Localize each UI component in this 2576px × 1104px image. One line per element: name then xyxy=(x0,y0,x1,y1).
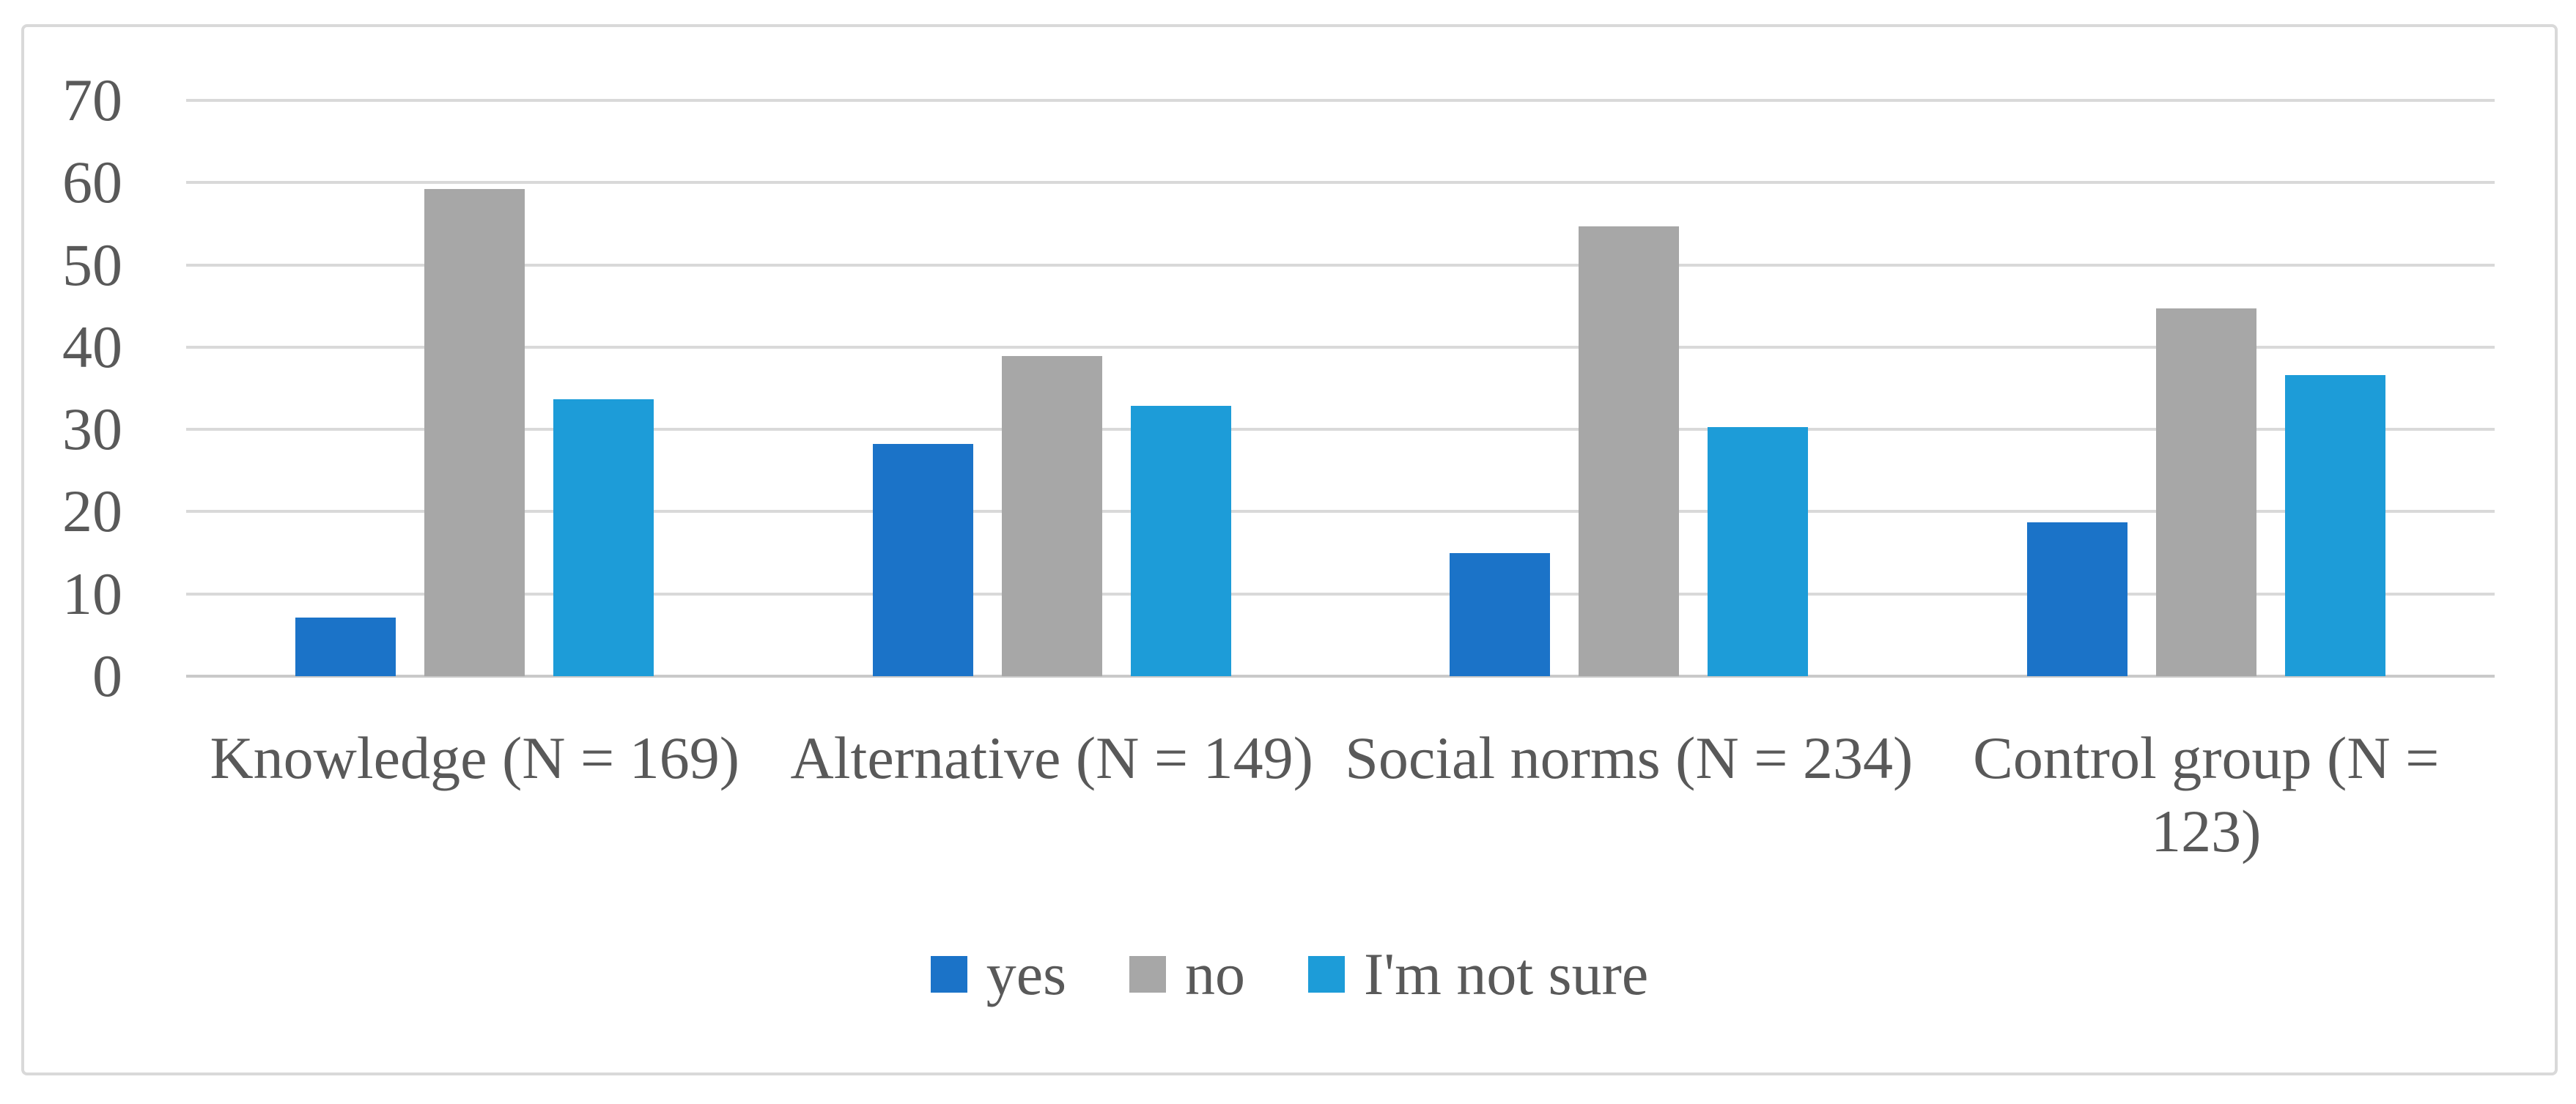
bar-control-group-i-m-not-sure xyxy=(2284,375,2385,676)
bar-control-group-no xyxy=(2155,308,2256,676)
legend-label-no: no xyxy=(1185,941,1246,1007)
y-tick-label-50: 50 xyxy=(62,231,122,298)
bar-control-group-yes xyxy=(2026,522,2127,676)
legend-item-no: no xyxy=(1129,944,1245,1004)
gridline-60 xyxy=(186,181,2495,185)
bar-alternative-yes xyxy=(872,444,973,676)
bar-knowledge-no xyxy=(424,189,525,676)
gridline-20 xyxy=(186,510,2495,514)
bar-alternative-i-m-not-sure xyxy=(1130,405,1231,676)
bar-knowledge-yes xyxy=(295,618,396,676)
legend-swatch-i-m-not-sure xyxy=(1308,956,1346,993)
gridline-40 xyxy=(186,345,2495,349)
bar-knowledge-i-m-not-sure xyxy=(553,399,654,676)
x-label-alternative: Alternative (N = 149) xyxy=(790,725,1313,791)
legend-swatch-no xyxy=(1129,956,1167,993)
legend-label-i-m-not-sure: I'm not sure xyxy=(1364,941,1649,1007)
bar-alternative-no xyxy=(1001,356,1102,676)
gridline-70 xyxy=(186,99,2495,102)
chart-legend: yes no I'm not sure xyxy=(24,944,2555,1004)
legend-swatch-yes xyxy=(930,956,967,993)
gridline-10 xyxy=(186,592,2495,596)
bar-social-norms-i-m-not-sure xyxy=(1708,426,1809,676)
x-label-social-norms: Social norms (N = 234) xyxy=(1345,725,1913,791)
x-label-control-group: Control group (N = 123) xyxy=(1973,725,2440,865)
gridline-30 xyxy=(186,428,2495,431)
gridline-50 xyxy=(186,263,2495,267)
y-tick-label-10: 10 xyxy=(62,560,122,627)
legend-label-yes: yes xyxy=(986,941,1067,1007)
y-tick-label-40: 40 xyxy=(62,313,122,380)
y-tick-label-30: 30 xyxy=(62,396,122,463)
y-tick-label-20: 20 xyxy=(62,478,122,545)
x-label-knowledge: Knowledge (N = 169) xyxy=(210,725,740,791)
x-axis-line xyxy=(186,675,2495,678)
bar-social-norms-no xyxy=(1579,226,1680,676)
bar-social-norms-yes xyxy=(1450,552,1551,676)
y-tick-label-60: 60 xyxy=(62,149,122,216)
y-tick-label-0: 0 xyxy=(92,642,122,709)
legend-item-yes: yes xyxy=(930,941,1067,1007)
legend-item-i-m-not-sure: I'm not sure xyxy=(1308,944,1648,1004)
bar-chart-figure: 0 10 20 30 40 50 60 70 Knowledge (N = 169) Alter… xyxy=(21,24,2558,1075)
y-tick-label-70: 70 xyxy=(62,67,122,133)
